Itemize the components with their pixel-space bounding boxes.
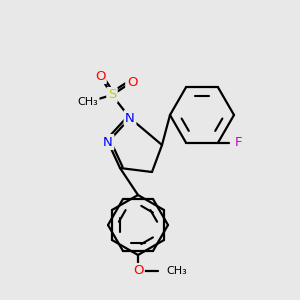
Text: N: N — [103, 136, 113, 148]
Text: CH₃: CH₃ — [166, 266, 187, 276]
Text: O: O — [127, 76, 137, 88]
Text: O: O — [95, 70, 105, 83]
Text: F: F — [235, 136, 242, 149]
Text: CH₃: CH₃ — [78, 97, 98, 107]
Text: S: S — [108, 88, 116, 101]
Text: O: O — [133, 265, 143, 278]
Text: N: N — [125, 112, 135, 124]
